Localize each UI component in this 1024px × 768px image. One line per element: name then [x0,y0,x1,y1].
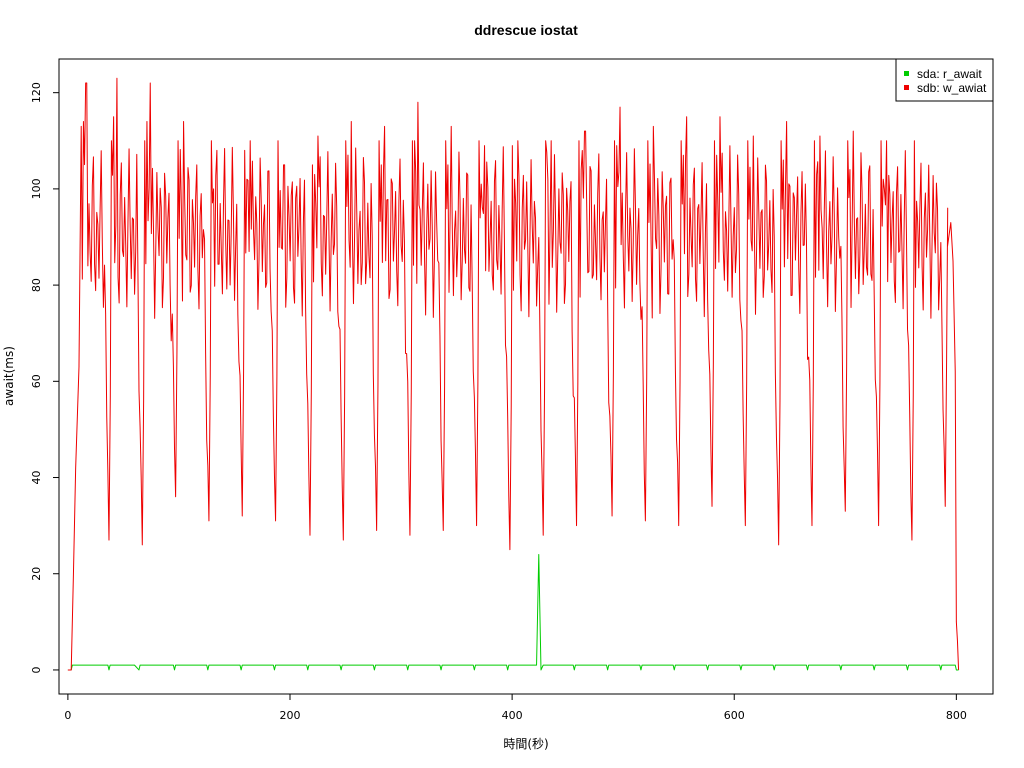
y-tick-label: 100 [30,178,43,199]
legend-label-sda: sda: r_await [917,67,982,81]
y-tick-label: 0 [30,666,43,673]
y-tick-label: 60 [30,374,43,388]
y-axis-label: await(ms) [2,346,16,406]
x-tick-label: 400 [502,709,523,722]
y-tick-label: 80 [30,278,43,292]
legend-label-sdb: sdb: w_awiat [917,81,987,95]
chart-title: ddrescue iostat [474,22,578,38]
x-tick-label: 800 [946,709,967,722]
y-axis: 0 20 40 60 80 100 120 [30,82,60,673]
series-line-0 [67,553,959,671]
legend-swatch-sda [904,71,909,76]
x-axis: 0 200 400 600 800 [64,693,967,722]
legend-swatch-sdb [904,85,909,90]
y-tick-label: 40 [30,471,43,485]
x-tick-label: 600 [724,709,745,722]
y-tick-label: 20 [30,567,43,581]
legend: sda: r_await sdb: w_awiat [895,58,994,102]
x-tick-label: 200 [280,709,301,722]
x-axis-label: 時間(秒) [503,737,548,751]
x-tick-label: 0 [64,709,71,722]
y-tick-label: 120 [30,82,43,103]
legend-box [895,58,994,102]
series-line-1 [67,77,960,671]
plot-area [67,77,960,671]
series-layer [67,77,960,671]
